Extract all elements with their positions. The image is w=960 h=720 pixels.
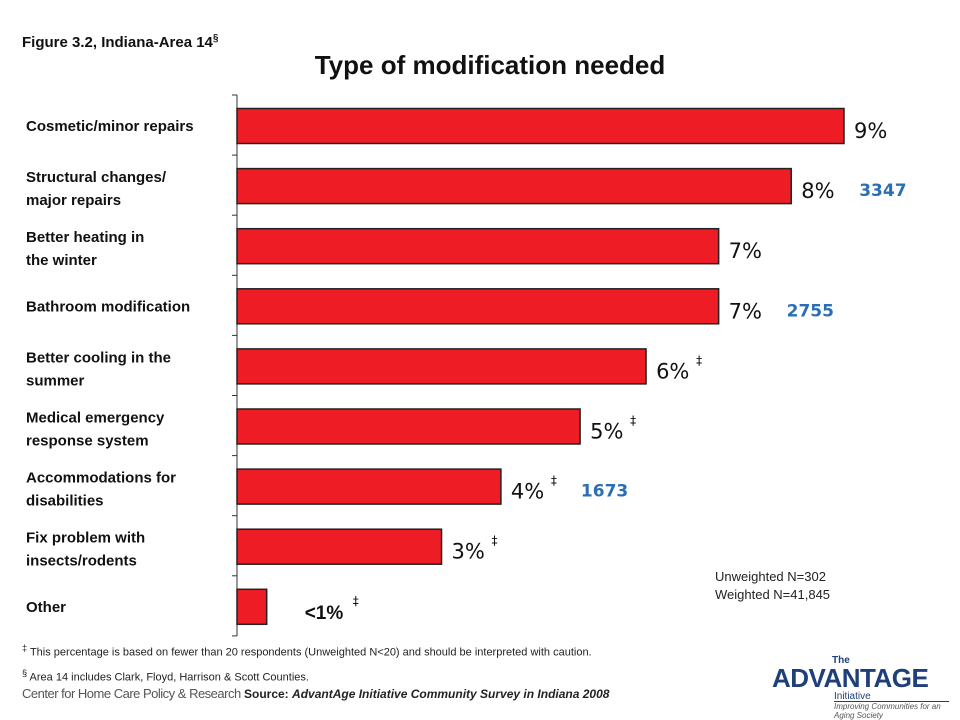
bar [236, 528, 443, 565]
value-label: 3% [452, 540, 485, 564]
category-label: Other [26, 599, 66, 616]
sample-size-box: Unweighted N=302 Weighted N=41,845 [715, 568, 830, 604]
category-label: summer [26, 372, 85, 389]
value-label: 4% [511, 480, 544, 504]
value-label: <1% [305, 603, 344, 624]
category-label: Accommodations for [26, 470, 176, 487]
bar [236, 468, 502, 505]
value-label: 7% [729, 239, 762, 263]
count-label: 2755 [787, 301, 834, 321]
category-label: Better cooling in the [26, 349, 171, 366]
category-label: Structural changes/ [26, 169, 167, 186]
source-line: Source: AdvantAge Initiative Community S… [244, 687, 610, 701]
figure-label: Figure 3.2, Indiana-Area 14§ [22, 33, 219, 51]
dagger-footnote: ‡ This percentage is based on fewer than… [22, 643, 592, 659]
value-label: 9% [854, 119, 887, 143]
bar [236, 348, 647, 385]
category-label: insects/rodents [26, 553, 137, 570]
count-label: 3347 [859, 181, 906, 201]
bar [236, 107, 845, 145]
dagger-mark: ‡ [551, 474, 557, 488]
value-label: 7% [729, 299, 762, 323]
category-label: Fix problem with [26, 530, 145, 547]
bar [236, 167, 792, 205]
category-label: Medical emergency [26, 410, 165, 427]
bar [236, 588, 268, 626]
chart-title: Type of modification needed [314, 50, 666, 80]
category-label: Better heating in [26, 229, 144, 246]
category-label: Bathroom modification [26, 298, 190, 315]
category-label: disabilities [26, 493, 104, 510]
unweighted-n: Unweighted N=302 [715, 569, 826, 584]
count-label: 1673 [581, 482, 628, 502]
dagger-mark: ‡ [696, 353, 702, 367]
dagger-mark: ‡ [630, 414, 636, 428]
bar [236, 288, 720, 325]
area-footnote: § Area 14 includes Clark, Floyd, Harriso… [22, 668, 309, 684]
dagger-mark: ‡ [492, 534, 498, 548]
dagger-mark: ‡ [353, 594, 359, 608]
category-label: Cosmetic/minor repairs [26, 118, 194, 135]
value-label: 5% [590, 420, 623, 444]
value-label: 6% [656, 359, 689, 383]
weighted-n: Weighted N=41,845 [715, 587, 831, 602]
category-label: response system [26, 433, 149, 450]
value-label: 8% [801, 179, 834, 203]
category-label: major repairs [26, 192, 121, 209]
advantage-logo: The ADVANTAGE Initiative Improving Commu… [772, 655, 952, 720]
chcpr-logo: Center for Home Care Policy & Research [22, 686, 241, 701]
category-label: the winter [26, 252, 97, 269]
bar [236, 227, 720, 265]
bar [236, 408, 581, 445]
bar-chart: Cosmetic/minor repairs 9% Structural chang… [26, 94, 907, 637]
